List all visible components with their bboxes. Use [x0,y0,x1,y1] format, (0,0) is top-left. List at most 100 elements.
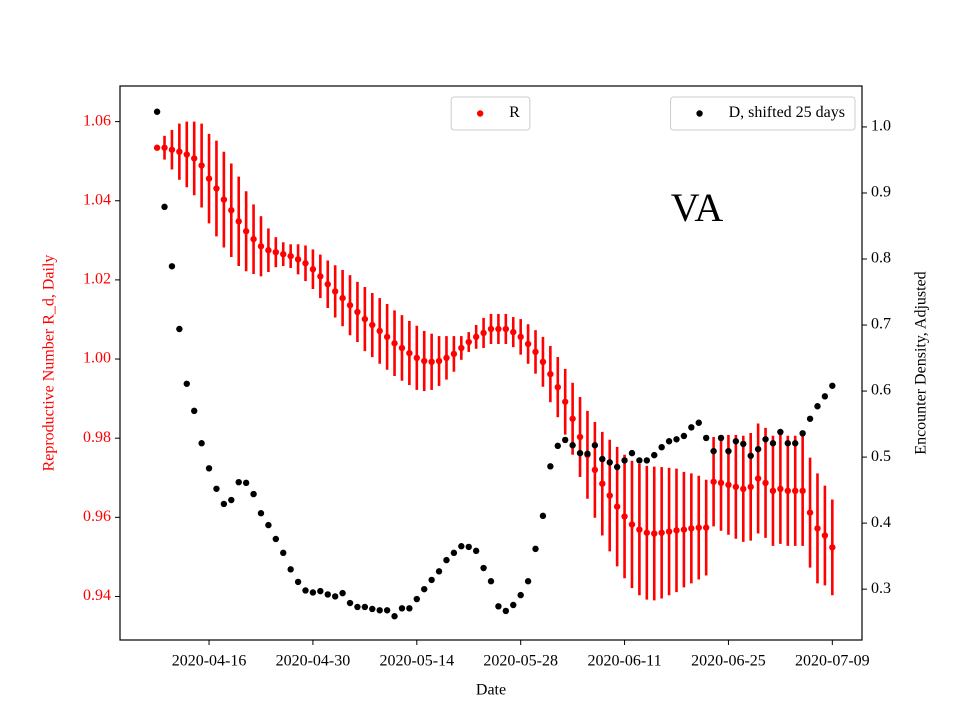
data-point [198,440,205,447]
data-point [643,529,651,536]
data-point [280,549,287,557]
data-point [250,235,257,243]
data-point [280,250,287,258]
data-point [673,436,680,443]
data-point [658,443,665,451]
data-point [702,434,710,442]
data-point [569,415,576,422]
plot-frame [119,85,863,641]
data-point [465,338,472,346]
data-point [621,457,628,464]
data-point [576,433,584,441]
data-point [799,487,806,495]
data-point [821,532,829,539]
data-point [257,243,265,250]
data-point [777,428,784,436]
data-point [383,607,391,614]
data-point [702,524,710,531]
data-point [784,487,791,495]
data-point [435,568,443,575]
data-point [339,589,346,597]
data-point [599,455,606,463]
data-point [443,556,450,564]
data-point [272,535,280,543]
data-point [361,603,369,611]
y-tick-label: 1.04 [83,191,111,208]
x-tick-label: 2020-04-30 [276,653,351,670]
y2-tick-label: 1.0 [871,118,891,135]
data-point [539,512,547,520]
data-point [636,526,643,533]
x-tick-label: 2020-06-25 [691,653,766,670]
y2-tick-label: 0.5 [871,448,891,465]
data-point [443,354,450,362]
legend-label: D, shifted 25 days [729,104,845,121]
data-point [168,263,176,270]
data-point [569,442,576,449]
data-point [191,407,198,415]
data-point [331,288,339,295]
data-point [250,490,257,498]
data-point [547,463,554,470]
data-point [472,333,480,341]
data-point [428,358,435,366]
data-point [495,325,502,333]
data-point [168,146,176,153]
data-point [346,599,354,607]
data-point [725,447,732,455]
data-point [754,445,762,453]
data-point [732,483,740,491]
data-point [643,457,651,464]
data-point [487,578,495,585]
data-point [183,380,190,387]
data-point [502,325,510,333]
data-point [710,447,717,455]
data-point [829,382,836,389]
x-tick-label: 2020-06-11 [588,653,662,670]
y-tick-label: 0.96 [83,508,111,525]
data-point [406,605,413,612]
data-point [792,487,799,495]
legend-label: R [509,104,520,121]
x-axis-label: Date [476,682,506,699]
data-point [398,344,406,352]
y-tick-label: 0.94 [83,587,111,604]
data-point [628,521,636,528]
y2-axis-label: Encounter Density, Adjusted [913,271,930,454]
data-point [376,327,383,335]
data-point [228,207,235,214]
y2-tick-label: 0.6 [871,382,891,399]
data-point [532,348,539,356]
data-point [428,576,435,584]
legend: D, shifted 25 days [670,96,856,131]
data-point [421,357,428,365]
data-point [176,148,183,155]
data-point [517,333,524,341]
data-point [524,578,532,585]
data-point [465,543,472,551]
data-point [265,247,272,254]
data-point [220,196,228,203]
data-point [302,260,309,267]
data-point [717,479,725,487]
data-point [665,438,673,445]
data-point [294,578,302,586]
y-tick-label: 0.98 [83,429,111,446]
data-point [324,281,331,288]
data-point [651,530,658,537]
data-point [562,398,569,405]
data-point [769,487,777,495]
data-point [784,440,791,447]
data-point [391,340,398,347]
data-point [287,566,294,573]
x-tick-label: 2020-07-09 [795,653,870,670]
data-point [547,370,554,378]
data-point [532,545,539,553]
data-point [621,513,628,520]
data-point [792,440,799,447]
data-point [339,294,346,302]
x-tick-label: 2020-04-16 [172,653,247,670]
data-point [636,457,643,464]
data-point [829,544,836,551]
